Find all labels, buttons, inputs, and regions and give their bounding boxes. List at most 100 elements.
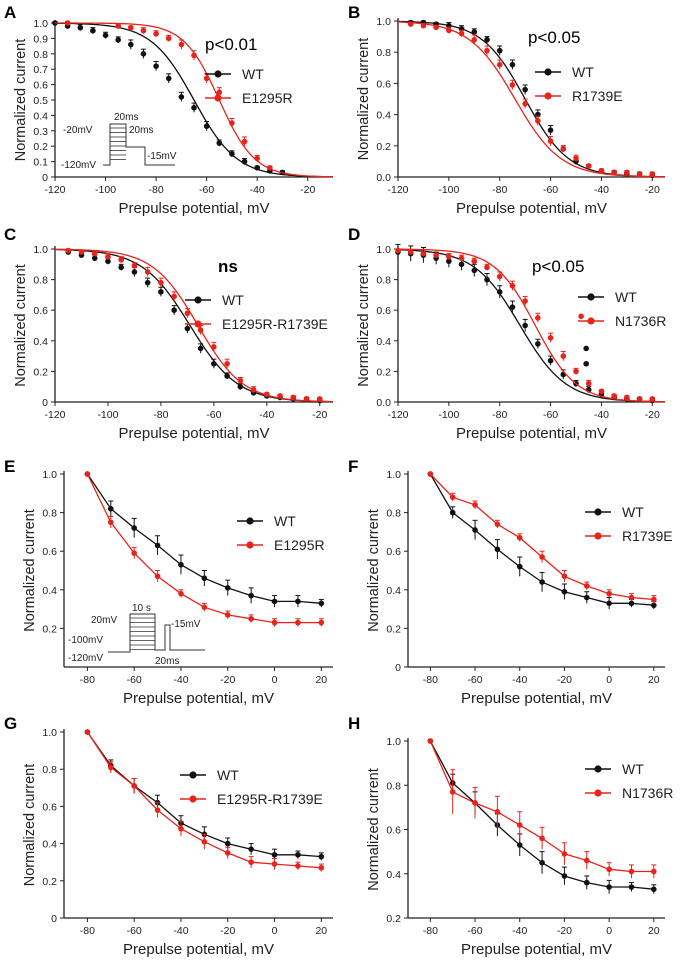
x-tick-label: -20 xyxy=(220,925,235,937)
x-tick-label: 0 xyxy=(272,925,278,937)
data-point xyxy=(606,600,612,607)
x-tick-label: -60 xyxy=(467,674,482,686)
legend-label-e1295r-r1739e: E1295R-R1739E xyxy=(217,791,323,807)
x-tick-label: -20 xyxy=(645,409,660,421)
x-tick-label: 20 xyxy=(648,674,660,686)
inset-label: -120mV xyxy=(68,653,103,664)
legend-marker xyxy=(194,296,202,304)
y-tick-label: 0.2 xyxy=(33,141,48,153)
y-tick-label: 0.6 xyxy=(33,305,48,317)
panel-label: C xyxy=(4,225,16,244)
data-point xyxy=(248,615,254,622)
legend-label-wt: WT xyxy=(622,504,644,520)
extra-data-point xyxy=(578,313,584,320)
legend-label-wt: WT xyxy=(622,761,644,777)
data-point xyxy=(131,269,138,275)
data-point xyxy=(484,47,490,54)
panel-e: E 0.2 0.4 0.6 0.8 1.0 -80 -60 -40 -20 0 20 Prepulse … xyxy=(4,457,333,707)
panel-label: B xyxy=(348,3,360,22)
data-point xyxy=(178,825,184,832)
data-point xyxy=(458,255,465,261)
data-point xyxy=(496,47,503,54)
data-point xyxy=(203,75,210,82)
data-point xyxy=(449,789,456,795)
legend: WT N1736R xyxy=(578,289,666,329)
x-tick-label: 0 xyxy=(606,674,612,686)
panel-label: F xyxy=(348,457,358,476)
y-tick-label: 0.4 xyxy=(386,869,401,881)
inset-label: 20ms xyxy=(129,125,153,136)
data-point xyxy=(78,249,85,255)
y-tick-label: 0.2 xyxy=(386,913,401,925)
data-point xyxy=(433,24,439,31)
data-point xyxy=(165,75,172,82)
legend-label-n1736r: N1736R xyxy=(622,785,673,801)
data-point xyxy=(522,86,528,93)
y-axis-title: Normalized current xyxy=(366,768,382,891)
data-point xyxy=(224,850,231,856)
data-point xyxy=(237,383,244,390)
y-tick-label: 0.6 xyxy=(42,546,57,558)
legend-label-wt: WT xyxy=(222,292,244,308)
data-point xyxy=(64,20,71,26)
data-point xyxy=(606,884,612,890)
x-tick-label: -40 xyxy=(594,409,609,421)
y-tick-label: 1.0 xyxy=(42,469,57,481)
data-point xyxy=(395,247,401,254)
data-point xyxy=(153,30,159,37)
data-point xyxy=(651,868,657,875)
x-tick-label: -120 xyxy=(387,409,408,421)
y-tick-label: 0.4 xyxy=(376,336,391,348)
data-point xyxy=(154,573,161,580)
x-tick-label: -80 xyxy=(492,184,507,196)
data-point xyxy=(102,32,109,39)
x-tick-label: -120 xyxy=(44,409,65,421)
data-point xyxy=(494,521,501,527)
panel-g: G 0 0.2 0.4 0.6 0.8 1.0 -80 -60 -40 -20 0 20 Prepulse… xyxy=(4,714,333,958)
x-tick-label: -60 xyxy=(543,409,558,421)
y-tick-label: 0.6 xyxy=(376,78,391,90)
data-point xyxy=(509,304,516,310)
y-tick-label: 0.8 xyxy=(386,508,401,520)
data-point xyxy=(115,37,121,43)
panel-label: E xyxy=(4,457,15,476)
data-point xyxy=(628,594,635,601)
data-point xyxy=(144,269,151,275)
x-tick-label: -100 xyxy=(438,184,459,196)
data-point xyxy=(91,250,98,257)
data-point xyxy=(535,118,541,124)
legend-marker xyxy=(189,771,197,779)
legend-marker xyxy=(594,532,602,540)
panel-label: G xyxy=(4,714,17,733)
data-point xyxy=(598,388,605,395)
significance-annotation: p<0.05 xyxy=(528,28,580,47)
x-tick-label: -40 xyxy=(512,925,527,937)
data-point xyxy=(158,289,164,295)
data-point xyxy=(153,63,159,69)
data-point xyxy=(547,138,554,144)
data-point xyxy=(271,861,278,867)
x-axis-title: Prepulse potential, mV xyxy=(119,425,270,442)
data-point xyxy=(496,289,503,295)
legend-marker xyxy=(587,293,595,301)
data-point xyxy=(131,525,137,531)
data-point xyxy=(131,783,137,789)
data-point xyxy=(611,169,617,176)
data-point xyxy=(583,583,590,589)
y-tick-label: 0.0 xyxy=(376,172,391,184)
data-point xyxy=(427,738,434,744)
x-tick-label: -40 xyxy=(250,184,265,196)
legend: WT E1295R-R1739E xyxy=(185,292,328,332)
legend-marker xyxy=(587,317,595,325)
legend-label-wt: WT xyxy=(217,767,239,783)
data-point xyxy=(191,52,197,59)
data-point xyxy=(628,600,635,607)
data-point xyxy=(472,502,478,508)
data-point xyxy=(539,835,545,842)
data-point xyxy=(636,171,643,177)
data-point xyxy=(77,24,84,31)
protocol-inset: 20ms -20mV 20ms -15mV -120mV xyxy=(61,112,177,171)
data-point xyxy=(446,258,452,265)
data-point xyxy=(407,249,414,255)
data-point xyxy=(224,360,230,367)
